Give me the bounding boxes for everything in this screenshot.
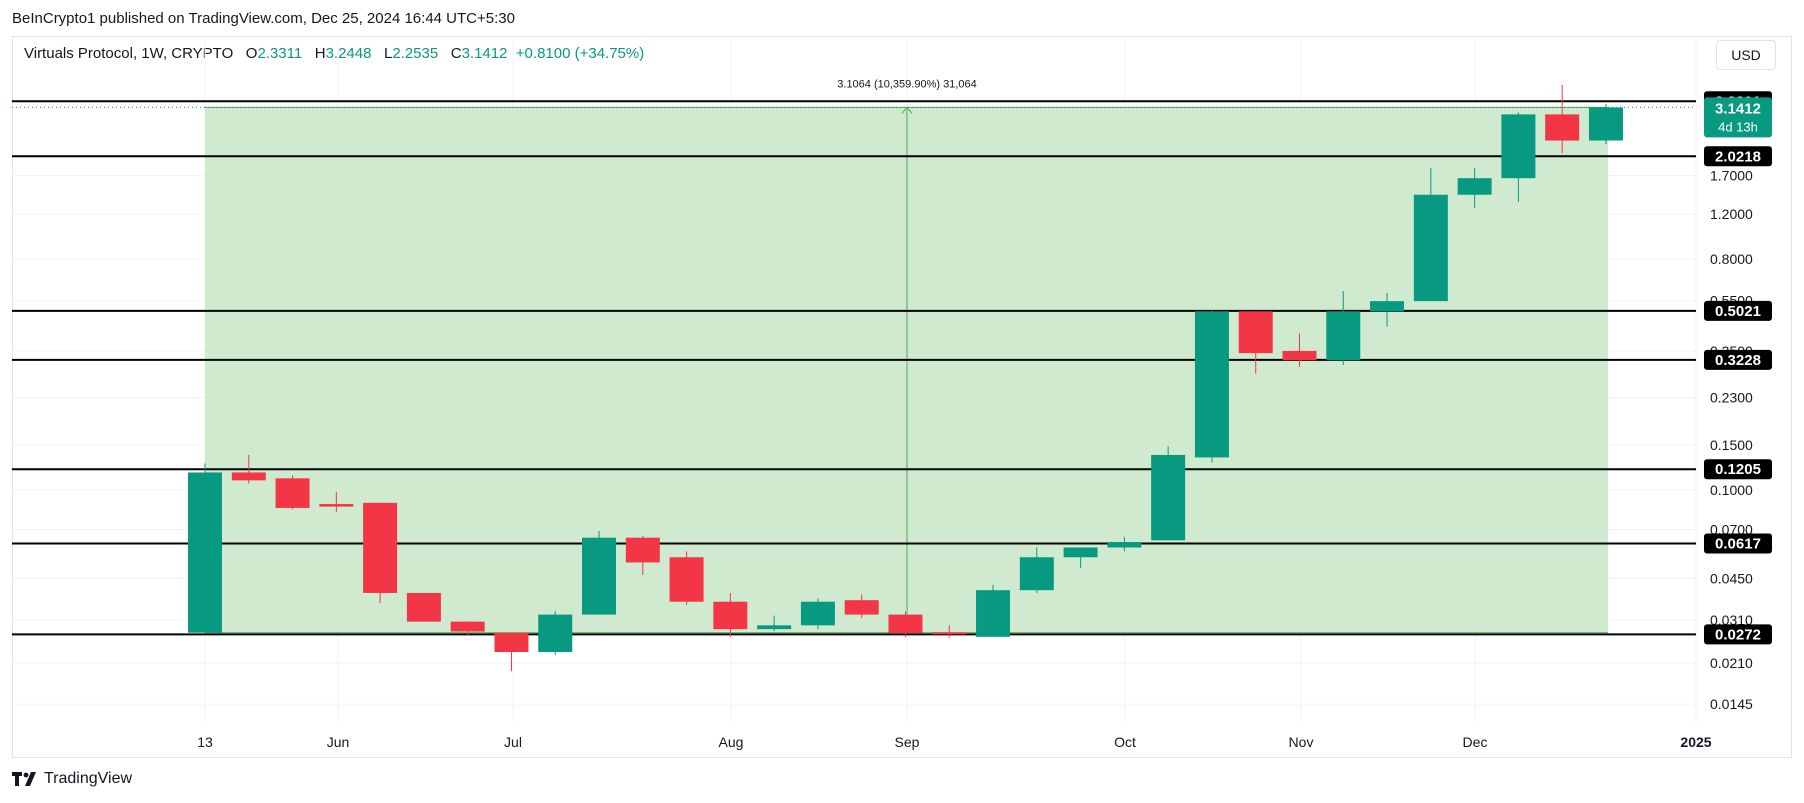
- low-value: 2.2535: [392, 45, 439, 62]
- candle-body: [319, 504, 354, 507]
- candle-body: [275, 478, 310, 508]
- symbol-name: Virtuals Protocol, 1W, CRYPTO: [24, 45, 234, 62]
- current-price-label: 3.1412: [1715, 100, 1761, 117]
- tradingview-logo[interactable]: TradingView: [12, 770, 132, 788]
- close-label: C: [450, 45, 462, 62]
- candle-body: [1326, 311, 1361, 361]
- level-price-label: 0.1205: [1715, 461, 1761, 478]
- x-tick-label: Jul: [504, 734, 522, 750]
- candle-body: [844, 600, 879, 615]
- candle-body: [669, 557, 704, 602]
- currency-button[interactable]: USD: [1716, 40, 1776, 70]
- y-tick-label: 1.7000: [1710, 168, 1753, 184]
- x-tick-label: Oct: [1114, 734, 1136, 750]
- x-tick-label: Nov: [1289, 734, 1314, 750]
- level-price-label: 0.3228: [1715, 352, 1761, 369]
- current-price-tag: [1704, 97, 1772, 138]
- high-value: 3.2448: [325, 45, 372, 62]
- level-price-label: 0.0272: [1715, 626, 1761, 643]
- candle-body: [363, 502, 398, 593]
- candle-body: [800, 601, 835, 626]
- candle-body: [538, 614, 573, 652]
- candle-body: [231, 472, 266, 481]
- publisher-line: BeInCrypto1 published on TradingView.com…: [12, 10, 515, 27]
- candle-body: [1194, 311, 1229, 458]
- measure-arrow-head: [901, 106, 913, 114]
- measure-range-box: [205, 107, 1608, 633]
- candle-body: [757, 625, 792, 630]
- y-tick-label: 0.0310: [1710, 612, 1753, 628]
- symbol-legend: Virtuals Protocol, 1W, CRYPTO O2.3311 H3…: [24, 45, 644, 62]
- x-tick-label: 13: [197, 734, 213, 750]
- level-price-tag: [1704, 300, 1772, 321]
- candle-body: [713, 601, 748, 630]
- y-tick-label: 0.0700: [1710, 521, 1753, 537]
- candle-body: [1501, 114, 1536, 179]
- open-value: 2.3311: [257, 45, 303, 62]
- level-price-tag: [1704, 146, 1772, 167]
- candle-body: [932, 632, 967, 635]
- candle-body: [1063, 547, 1098, 558]
- y-tick-label: 0.0145: [1710, 696, 1753, 712]
- candle-body: [625, 537, 660, 563]
- candle-body: [406, 592, 441, 622]
- candle-body: [1545, 114, 1580, 141]
- x-tick-label: 2025: [1680, 734, 1711, 750]
- candle-body: [1019, 557, 1054, 591]
- level-price-label: 0.5021: [1715, 303, 1761, 320]
- tradingview-brand: TradingView: [44, 770, 133, 787]
- open-label: O: [245, 45, 258, 62]
- candle-body: [582, 537, 617, 615]
- change-value: +0.8100 (+34.75%): [515, 45, 645, 62]
- tradingview-logo-icon: [12, 772, 36, 786]
- candle-body: [976, 590, 1011, 637]
- close-value: 3.1412: [461, 45, 508, 62]
- x-tick-label: Jun: [327, 734, 350, 750]
- candle-body: [1151, 454, 1186, 541]
- y-tick-label: 0.2300: [1710, 389, 1753, 405]
- high-label: H: [314, 45, 326, 62]
- candle-body: [888, 614, 923, 634]
- candle-body: [1238, 311, 1273, 354]
- candle-body: [1457, 178, 1492, 195]
- candle-body: [1370, 301, 1405, 312]
- low-label: L: [383, 45, 393, 62]
- candle-body: [1107, 542, 1142, 548]
- y-tick-label: 0.0450: [1710, 570, 1753, 586]
- level-price-tag: [1704, 533, 1772, 554]
- y-tick-label: 0.1500: [1710, 437, 1753, 453]
- y-tick-label: 0.1000: [1710, 482, 1753, 498]
- level-price-tag: [1704, 349, 1772, 370]
- candle-body: [1413, 194, 1448, 302]
- countdown-label: 4d 13h: [1718, 119, 1758, 134]
- candle-body: [450, 621, 485, 632]
- candle-body: [188, 472, 222, 633]
- candle-body: [1282, 350, 1317, 361]
- x-tick-label: Aug: [719, 734, 744, 750]
- x-tick-label: Sep: [895, 734, 920, 750]
- level-price-label: 0.0617: [1715, 535, 1761, 552]
- measure-label: 3.1064 (10,359.90%) 31,064: [837, 78, 976, 90]
- level-price-label: 2.0218: [1715, 148, 1761, 165]
- x-tick-label: Dec: [1463, 734, 1488, 750]
- candle-body: [1588, 107, 1623, 141]
- y-tick-label: 1.2000: [1710, 206, 1753, 222]
- y-tick-label: 0.0210: [1710, 655, 1753, 671]
- y-tick-label: 0.8000: [1710, 251, 1753, 267]
- level-price-tag: [1704, 624, 1772, 645]
- level-price-tag: [1704, 459, 1772, 480]
- candle-body: [494, 632, 529, 652]
